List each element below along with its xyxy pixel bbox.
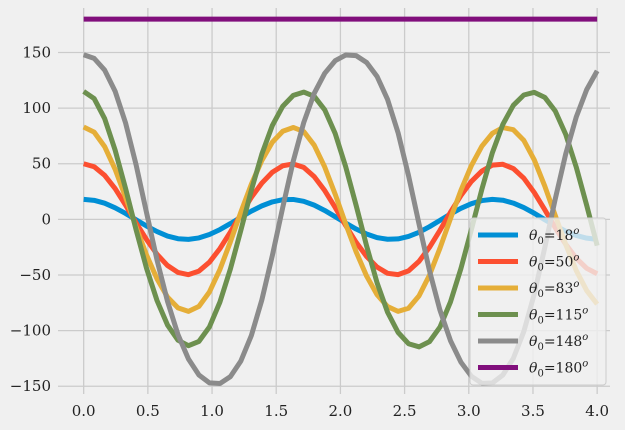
legend-label-4: θ0=148o xyxy=(529,332,588,353)
y-tick-label: 150 xyxy=(22,43,51,61)
x-tick-label: 0.0 xyxy=(72,402,96,420)
y-tick-label: 0 xyxy=(41,210,51,228)
x-tick-label: 3.5 xyxy=(521,402,545,420)
legend-label-1: θ0=50o xyxy=(529,253,579,274)
x-tick-label: 4.0 xyxy=(585,402,609,420)
y-tick-label: 100 xyxy=(22,99,51,117)
x-tick-label: 3.0 xyxy=(457,402,481,420)
legend-label-5: θ0=180o xyxy=(529,359,588,380)
y-tick-label: −50 xyxy=(19,266,51,284)
legend-label-3: θ0=115o xyxy=(529,306,588,327)
legend-label-0: θ0=18o xyxy=(529,226,579,247)
x-tick-label: 1.0 xyxy=(200,402,224,420)
y-tick-label: −100 xyxy=(10,322,51,340)
y-tick-label: −150 xyxy=(10,377,51,395)
legend-label-2: θ0=83o xyxy=(529,279,579,300)
series-layer xyxy=(82,16,600,387)
x-tick-label: 1.5 xyxy=(264,402,288,420)
legend: θ0=18o θ0=50o θ0=83o θ0=115o θ0=148o θ0=180o xyxy=(469,217,607,386)
x-tick-label: 0.5 xyxy=(136,402,160,420)
y-axis-ticks: −150 −100 −50 0 50 100 150 xyxy=(10,43,51,395)
x-axis-ticks: 0.0 0.5 1.0 1.5 2.0 2.5 3.0 3.5 4.0 xyxy=(72,402,609,420)
y-tick-label: 50 xyxy=(32,155,51,173)
series-line-3 xyxy=(82,89,600,350)
x-tick-label: 2.5 xyxy=(393,402,417,420)
x-tick-label: 2.0 xyxy=(328,402,352,420)
